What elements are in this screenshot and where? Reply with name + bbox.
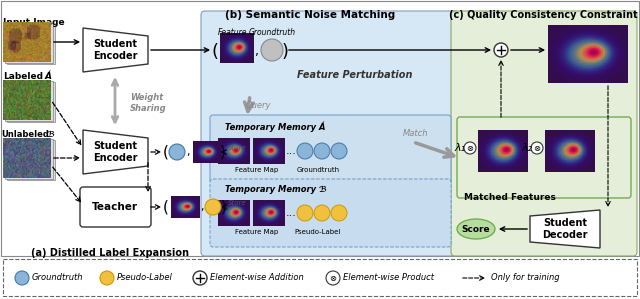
Text: (: ( <box>163 199 169 214</box>
FancyBboxPatch shape <box>210 179 451 247</box>
FancyBboxPatch shape <box>201 11 459 256</box>
Circle shape <box>464 142 476 154</box>
Text: Teacher: Teacher <box>92 202 138 212</box>
Text: ...: ... <box>285 208 296 218</box>
Text: ,: , <box>255 45 259 59</box>
Circle shape <box>205 199 221 215</box>
Circle shape <box>261 39 283 61</box>
Circle shape <box>326 271 340 285</box>
Polygon shape <box>83 130 148 174</box>
Text: Weight
Sharing: Weight Sharing <box>130 93 166 113</box>
Bar <box>5 139 53 179</box>
Circle shape <box>331 143 347 159</box>
Text: Pseudo-Label: Pseudo-Label <box>295 229 341 235</box>
Circle shape <box>169 144 185 160</box>
Text: Query: Query <box>245 100 271 109</box>
Text: Score: Score <box>461 225 490 234</box>
Bar <box>7 140 55 180</box>
Text: Input Image: Input Image <box>3 18 65 27</box>
Text: ⊗: ⊗ <box>330 274 337 283</box>
Text: Only for training: Only for training <box>491 274 559 283</box>
Bar <box>7 24 55 64</box>
Circle shape <box>314 205 330 221</box>
Text: Groundtruth: Groundtruth <box>248 28 296 37</box>
Text: Groundtruth: Groundtruth <box>296 167 340 173</box>
Ellipse shape <box>457 219 495 239</box>
Circle shape <box>193 271 207 285</box>
Bar <box>5 81 53 121</box>
Circle shape <box>297 143 313 159</box>
FancyBboxPatch shape <box>457 117 631 198</box>
Polygon shape <box>530 210 600 248</box>
Text: Á: Á <box>45 72 52 81</box>
Text: (a) Distilled Label Expansion: (a) Distilled Label Expansion <box>31 248 189 258</box>
Circle shape <box>494 43 508 57</box>
Text: Element-wise Addition: Element-wise Addition <box>210 274 304 283</box>
Text: ℬ: ℬ <box>47 130 55 139</box>
Text: Pseudo-Label: Pseudo-Label <box>117 274 173 283</box>
Text: Feature Map: Feature Map <box>235 229 278 235</box>
Text: λ₂: λ₂ <box>522 143 533 153</box>
Circle shape <box>100 271 114 285</box>
Text: ): ) <box>282 43 289 61</box>
Text: (c) Quality Consistency Constraint: (c) Quality Consistency Constraint <box>449 10 637 20</box>
Polygon shape <box>83 28 148 72</box>
Text: Store: Store <box>228 200 246 206</box>
Bar <box>5 23 53 63</box>
Circle shape <box>531 142 543 154</box>
Text: Temporary Memory Á: Temporary Memory Á <box>225 122 326 132</box>
Text: (: ( <box>211 43 218 61</box>
Text: ...: ... <box>285 146 296 156</box>
Circle shape <box>15 271 29 285</box>
Circle shape <box>331 205 347 221</box>
Text: ⊗: ⊗ <box>534 144 541 153</box>
Text: Feature Perturbation: Feature Perturbation <box>297 70 413 80</box>
Bar <box>7 82 55 122</box>
Text: ⊗: ⊗ <box>467 144 474 153</box>
Text: ): ) <box>220 144 226 159</box>
Circle shape <box>314 143 330 159</box>
Text: Feature Map: Feature Map <box>235 167 278 173</box>
Bar <box>1 1 639 256</box>
Text: Element-wise Product: Element-wise Product <box>343 274 434 283</box>
Text: ,: , <box>200 202 204 212</box>
Text: Store: Store <box>228 145 246 151</box>
Bar <box>3 259 637 296</box>
Text: Student
Decoder: Student Decoder <box>542 218 588 240</box>
FancyBboxPatch shape <box>80 187 151 227</box>
Text: Match: Match <box>403 129 429 138</box>
Text: Temporary Memory ℬ: Temporary Memory ℬ <box>225 185 327 194</box>
Text: Feature: Feature <box>218 28 248 37</box>
FancyBboxPatch shape <box>210 115 451 183</box>
Text: Student
Encoder: Student Encoder <box>93 39 138 61</box>
Text: Unlabeled: Unlabeled <box>1 130 49 139</box>
Text: Student
Encoder: Student Encoder <box>93 141 138 163</box>
Text: Matched Features: Matched Features <box>464 193 556 202</box>
Text: Groundtruth: Groundtruth <box>32 274 83 283</box>
FancyBboxPatch shape <box>451 11 637 256</box>
Text: ,: , <box>186 147 189 157</box>
Text: (b) Semantic Noise Matching: (b) Semantic Noise Matching <box>225 10 395 20</box>
Text: Labeled: Labeled <box>3 72 43 81</box>
Text: ): ) <box>221 199 227 214</box>
Text: λ₁: λ₁ <box>455 143 466 153</box>
Text: (: ( <box>163 144 169 159</box>
Circle shape <box>297 205 313 221</box>
